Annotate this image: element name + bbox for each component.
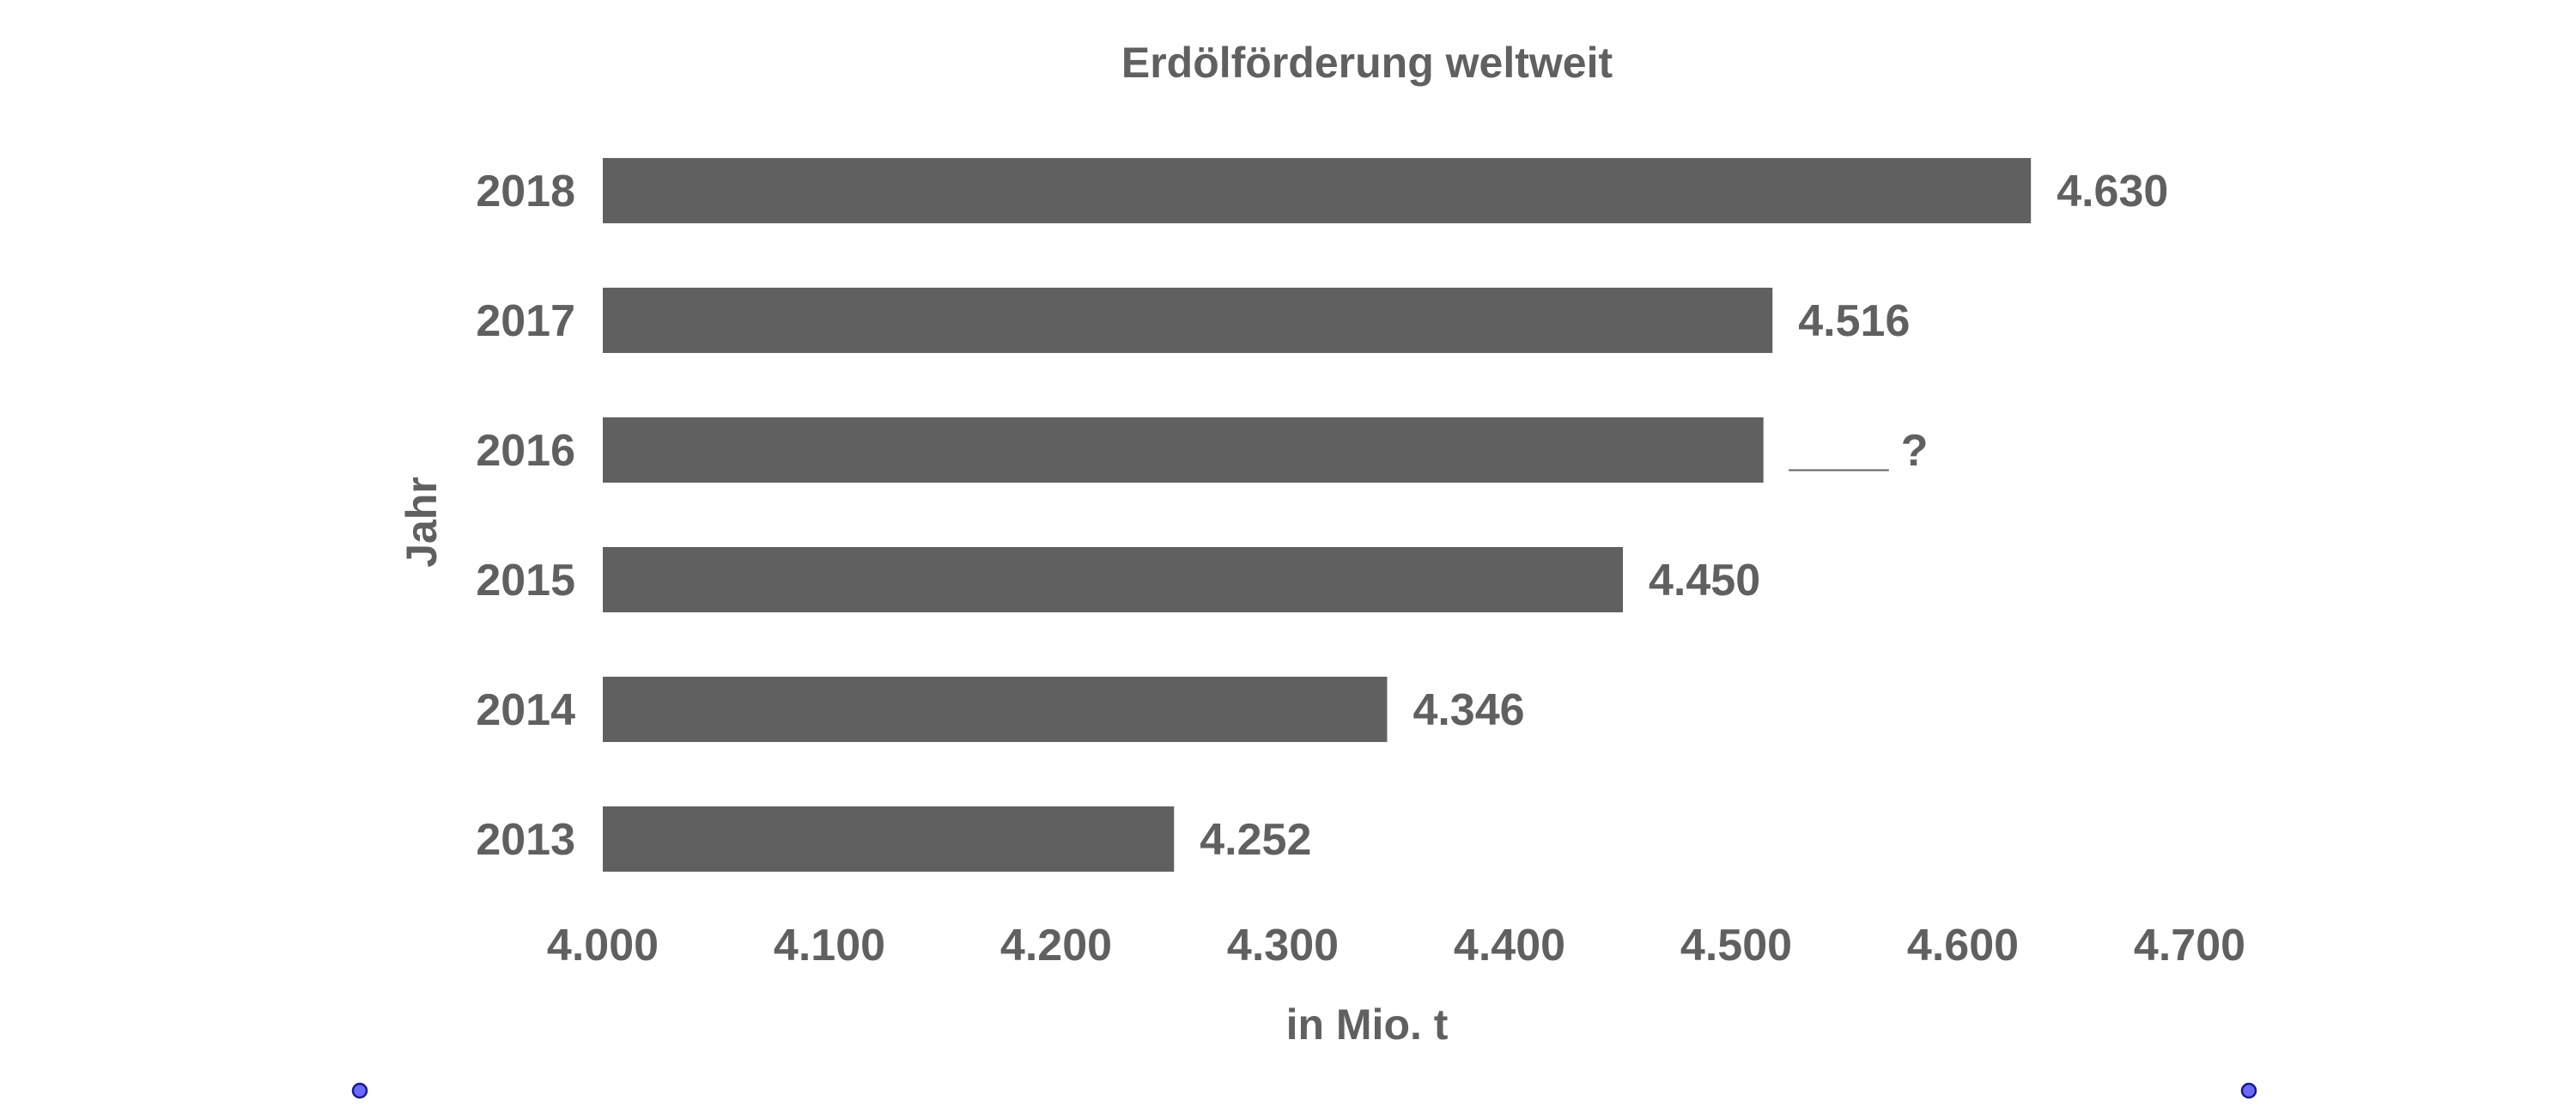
bar-2018 — [603, 158, 2032, 223]
x-tick-label: 4.500 — [1680, 921, 1792, 970]
x-tick-label: 4.400 — [1454, 921, 1565, 970]
y-axis-label: Jahr — [398, 477, 446, 568]
y-tick-labels: 2018 2017 2016 2015 2014 2013 — [476, 167, 575, 865]
y-tick-label-2013: 2013 — [476, 815, 575, 865]
data-label-2015: 4.450 — [1649, 556, 1760, 605]
bar-2015 — [603, 547, 1623, 612]
data-label-2013: 4.252 — [1200, 815, 1311, 865]
right-handle-point[interactable] — [2240, 1082, 2257, 1099]
x-tick-label: 4.100 — [774, 921, 885, 970]
data-label-2014: 4.346 — [1413, 685, 1524, 735]
data-label-2017: 4.516 — [1798, 296, 1910, 346]
x-tick-label: 4.200 — [1000, 921, 1112, 970]
data-labels: 4.630 4.516 ____ ? 4.450 4.346 4.252 — [1200, 167, 2168, 865]
y-tick-label-2015: 2015 — [476, 556, 575, 605]
left-handle-point[interactable] — [351, 1082, 368, 1099]
x-tick-label: 4.700 — [2134, 921, 2245, 970]
bar-2017 — [603, 288, 1773, 353]
x-tick-label: 4.300 — [1227, 921, 1339, 970]
bars-group — [603, 158, 2032, 872]
chart-title: Erdölförderung weltweit — [1121, 39, 1613, 87]
bar-2016 — [603, 417, 1764, 483]
y-tick-label-2016: 2016 — [476, 426, 575, 476]
x-tick-label: 4.600 — [1907, 921, 2019, 970]
x-axis-label: in Mio. t — [1286, 1000, 1449, 1049]
x-tick-labels: 4.000 4.100 4.200 4.300 4.400 4.500 4.600 4.700 — [547, 921, 2245, 970]
data-label-2018: 4.630 — [2057, 167, 2168, 216]
y-tick-label-2018: 2018 — [476, 167, 575, 216]
y-tick-label-2017: 2017 — [476, 296, 575, 346]
bar-2014 — [603, 677, 1388, 742]
y-tick-label-2014: 2014 — [476, 685, 575, 735]
data-label-2016: ____ ? — [1789, 426, 1929, 476]
bar-2013 — [603, 806, 1175, 872]
x-tick-label: 4.000 — [547, 921, 659, 970]
